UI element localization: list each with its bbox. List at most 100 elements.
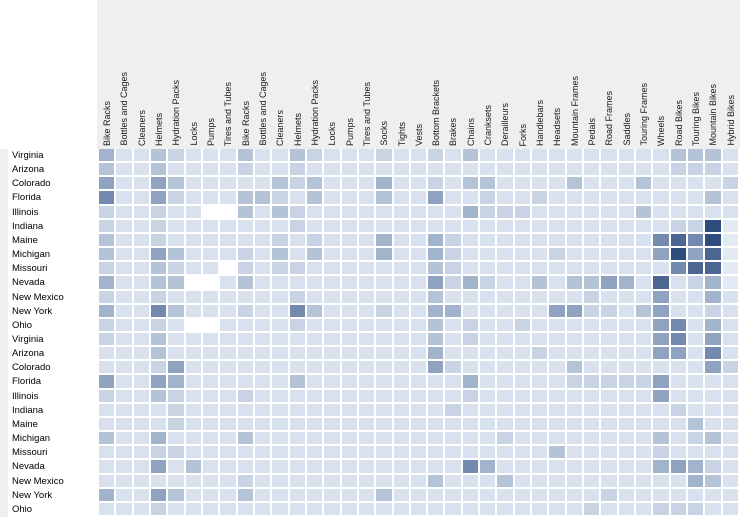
heatmap-cell[interactable]: [393, 332, 409, 346]
heatmap-cell[interactable]: [393, 417, 409, 431]
heatmap-cell[interactable]: [428, 502, 444, 515]
heatmap-cell[interactable]: [584, 417, 600, 431]
heatmap-cell[interactable]: [272, 460, 288, 473]
heatmap-cell[interactable]: [549, 332, 565, 346]
heatmap-cell[interactable]: [462, 233, 479, 247]
heatmap-cell[interactable]: [566, 191, 583, 204]
row-label[interactable]: Maine: [8, 417, 97, 433]
heatmap-cell[interactable]: [445, 318, 461, 331]
heatmap-cell[interactable]: [514, 163, 531, 176]
heatmap-cell[interactable]: [358, 403, 375, 416]
heatmap-cell[interactable]: [220, 219, 236, 232]
heatmap-cell[interactable]: [358, 474, 375, 487]
heatmap-cell[interactable]: [653, 233, 669, 247]
heatmap-cell[interactable]: [99, 262, 115, 275]
heatmap-cell[interactable]: [445, 375, 461, 388]
heatmap-cell[interactable]: [150, 149, 167, 162]
heatmap-cell[interactable]: [636, 460, 652, 473]
heatmap-cell[interactable]: [497, 432, 513, 445]
heatmap-cell[interactable]: [549, 304, 565, 317]
heatmap-cell[interactable]: [514, 233, 531, 247]
heatmap-cell[interactable]: [410, 163, 427, 176]
heatmap-cell[interactable]: [150, 460, 167, 473]
heatmap-cell[interactable]: [670, 403, 687, 416]
heatmap-cell[interactable]: [670, 361, 687, 374]
heatmap-cell[interactable]: [445, 389, 461, 402]
heatmap-cell[interactable]: [376, 276, 392, 289]
heatmap-cell[interactable]: [376, 177, 392, 190]
heatmap-cell[interactable]: [514, 488, 531, 501]
heatmap-cell[interactable]: [306, 502, 323, 515]
heatmap-cell[interactable]: [133, 332, 149, 346]
heatmap-cell[interactable]: [202, 460, 219, 473]
heatmap-cell[interactable]: [618, 460, 635, 473]
heatmap-cell[interactable]: [462, 361, 479, 374]
heatmap-cell[interactable]: [566, 347, 583, 360]
heatmap-cell[interactable]: [341, 290, 357, 303]
heatmap-cell[interactable]: [688, 276, 704, 289]
heatmap-cell[interactable]: [584, 177, 600, 190]
heatmap-cell[interactable]: [254, 332, 271, 346]
heatmap-cell[interactable]: [150, 417, 167, 431]
heatmap-cell[interactable]: [376, 163, 392, 176]
heatmap-cell[interactable]: [532, 304, 548, 317]
heatmap-cell[interactable]: [584, 460, 600, 473]
heatmap-cell[interactable]: [254, 163, 271, 176]
heatmap-cell[interactable]: [341, 318, 357, 331]
heatmap-cell[interactable]: [480, 219, 496, 232]
heatmap-cell[interactable]: [410, 149, 427, 162]
heatmap-cell[interactable]: [514, 347, 531, 360]
heatmap-cell[interactable]: [428, 432, 444, 445]
heatmap-cell[interactable]: [722, 403, 738, 416]
column-header[interactable]: Saddles: [619, 0, 636, 146]
row-label[interactable]: New Mexico: [8, 290, 97, 305]
heatmap-cell[interactable]: [462, 488, 479, 501]
heatmap-cell[interactable]: [670, 318, 687, 331]
heatmap-cell[interactable]: [688, 191, 704, 204]
heatmap-cell[interactable]: [636, 361, 652, 374]
heatmap-cell[interactable]: [670, 248, 687, 261]
heatmap-cell[interactable]: [705, 262, 721, 275]
heatmap-cell[interactable]: [410, 262, 427, 275]
heatmap-cell[interactable]: [393, 502, 409, 515]
heatmap-cell[interactable]: [220, 347, 236, 360]
heatmap-cell[interactable]: [514, 375, 531, 388]
heatmap-cell[interactable]: [185, 262, 201, 275]
heatmap-cell[interactable]: [237, 502, 253, 515]
heatmap-cell[interactable]: [514, 248, 531, 261]
heatmap-cell[interactable]: [341, 389, 357, 402]
heatmap-cell[interactable]: [514, 332, 531, 346]
heatmap-cell[interactable]: [653, 262, 669, 275]
heatmap-cell[interactable]: [670, 304, 687, 317]
heatmap-cell[interactable]: [358, 248, 375, 261]
heatmap-cell[interactable]: [376, 389, 392, 402]
heatmap-cell[interactable]: [618, 361, 635, 374]
heatmap-cell[interactable]: [653, 474, 669, 487]
heatmap-cell[interactable]: [185, 432, 201, 445]
heatmap-cell[interactable]: [358, 177, 375, 190]
heatmap-cell[interactable]: [324, 347, 340, 360]
heatmap-cell[interactable]: [670, 432, 687, 445]
heatmap-cell[interactable]: [532, 149, 548, 162]
heatmap-cell[interactable]: [358, 276, 375, 289]
heatmap-cell[interactable]: [393, 389, 409, 402]
heatmap-cell[interactable]: [705, 460, 721, 473]
heatmap-cell[interactable]: [116, 389, 132, 402]
heatmap-cell[interactable]: [289, 149, 305, 162]
heatmap-cell[interactable]: [601, 149, 617, 162]
heatmap-cell[interactable]: [358, 375, 375, 388]
heatmap-cell[interactable]: [341, 403, 357, 416]
heatmap-cell[interactable]: [202, 332, 219, 346]
heatmap-cell[interactable]: [705, 375, 721, 388]
row-label[interactable]: Ohio: [8, 502, 97, 517]
heatmap-cell[interactable]: [532, 446, 548, 459]
heatmap-cell[interactable]: [116, 502, 132, 515]
heatmap-cell[interactable]: [220, 233, 236, 247]
heatmap-cell[interactable]: [705, 332, 721, 346]
heatmap-cell[interactable]: [688, 417, 704, 431]
heatmap-cell[interactable]: [618, 318, 635, 331]
heatmap-cell[interactable]: [566, 375, 583, 388]
heatmap-cell[interactable]: [445, 432, 461, 445]
heatmap-cell[interactable]: [376, 248, 392, 261]
heatmap-cell[interactable]: [670, 474, 687, 487]
